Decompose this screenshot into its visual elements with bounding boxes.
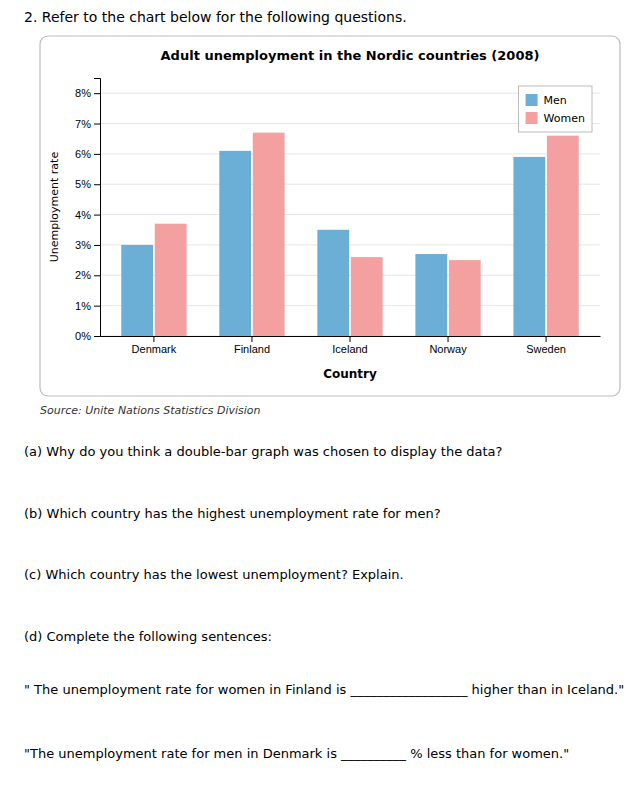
bar [415, 254, 447, 336]
legend-swatch [526, 94, 538, 106]
source-text: Source: Unite Nations Statistics Divisio… [40, 404, 261, 417]
tick: 6% [75, 148, 100, 160]
bar [219, 151, 251, 336]
tick-label: 0% [75, 330, 91, 342]
tick-mark [448, 336, 449, 342]
axis-line [94, 79, 101, 337]
tick-mark [350, 336, 351, 342]
tick-label: Finland [234, 343, 270, 355]
tick-mark [94, 245, 100, 246]
question-text: (b) Which country has the highest unempl… [24, 506, 441, 521]
tick-mark [153, 336, 154, 342]
bar [547, 136, 579, 336]
tick-label: 3% [75, 239, 91, 251]
chart-border [40, 36, 620, 396]
tick-mark [251, 336, 252, 342]
question-text: (c) Which country has the lowest unemplo… [24, 567, 404, 582]
tick-label: 2% [75, 269, 91, 281]
tick-mark [94, 275, 100, 276]
tick-label: Iceland [332, 343, 367, 355]
tick-mark [94, 154, 100, 155]
tick: 0% [75, 330, 100, 342]
legend-item: Men [526, 94, 567, 107]
sentence-text: "The unemployment rate for men in Denmar… [24, 746, 569, 761]
header-text: 2. Refer to the chart below for the foll… [24, 9, 407, 25]
question-text: (a) Why do you think a double-bar graph … [24, 444, 502, 459]
tick: 1% [75, 300, 100, 312]
tick-label: Norway [429, 343, 467, 355]
bar [155, 224, 187, 336]
tick-mark [94, 184, 100, 185]
legend-frame [519, 86, 592, 132]
legend-label: Women [544, 112, 585, 125]
y-axis: 0% 1% 2% 3% 4% 5% 6% 7% 8% [75, 79, 100, 343]
tick: 3% [75, 239, 100, 251]
bar [121, 245, 153, 336]
tick: Norway [429, 336, 467, 355]
bar-series [155, 133, 579, 336]
tick-label: Sweden [526, 343, 566, 355]
bar-series [121, 151, 545, 336]
x-axis: Denmark Finland Iceland Norway Sweden [101, 336, 601, 355]
tick-mark [94, 93, 100, 94]
tick-mark [94, 215, 100, 216]
tick-mark [546, 336, 547, 342]
bar [449, 260, 481, 336]
tick-label: 5% [75, 178, 91, 190]
tick: Finland [234, 336, 270, 355]
tick: Iceland [332, 336, 367, 355]
tick-mark [94, 306, 100, 307]
tick-label: 1% [75, 300, 91, 312]
bar [351, 257, 383, 336]
tick-label: 6% [75, 148, 91, 160]
bar [513, 157, 545, 336]
tick-label: 4% [75, 209, 91, 221]
tick: 4% [75, 209, 100, 221]
page: 2. Refer to the chart below for the foll… [0, 0, 640, 798]
legend-label: Men [544, 94, 567, 107]
tick-mark [94, 124, 100, 125]
tick-label: 7% [75, 118, 91, 130]
tick: 7% [75, 118, 100, 130]
tick: 8% [75, 87, 100, 99]
y-axis-title: Unemployment rate [48, 152, 61, 263]
tick: 2% [75, 269, 100, 281]
legend-item: Women [526, 112, 585, 125]
tick-mark [94, 336, 100, 337]
chart-title: Adult unemployment in the Nordic countri… [161, 48, 540, 63]
legend-swatch [526, 112, 538, 124]
bar [253, 133, 285, 336]
tick-label: Denmark [132, 343, 177, 355]
sentence-text: " The unemployment rate for women in Fin… [24, 682, 624, 697]
x-axis-title: Country [323, 367, 377, 381]
legend: Men Women [519, 86, 592, 132]
bar [317, 230, 349, 336]
bars [121, 133, 578, 336]
grid-line [100, 153, 600, 154]
tick: Denmark [132, 336, 177, 355]
tick: Sweden [526, 336, 566, 355]
question-text: (d) Complete the following sentences: [24, 629, 272, 644]
tick: 5% [75, 178, 100, 190]
tick-label: 8% [75, 87, 91, 99]
